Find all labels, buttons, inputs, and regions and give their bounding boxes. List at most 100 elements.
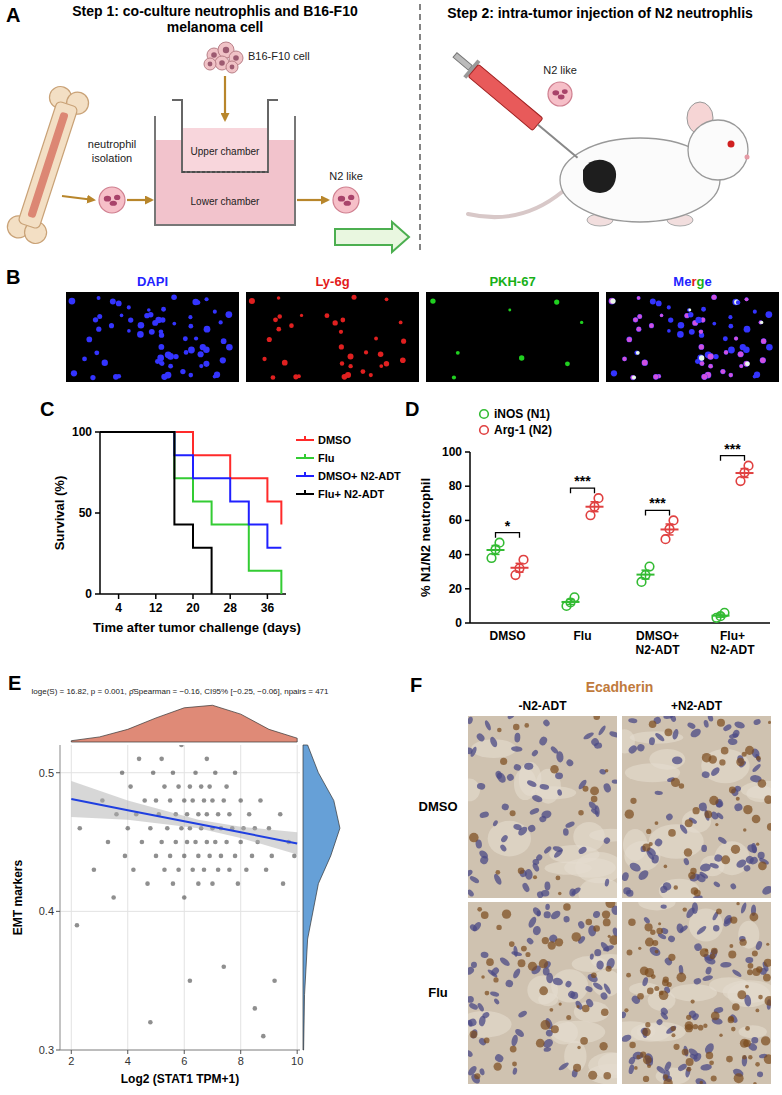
stain-spot bbox=[626, 973, 631, 978]
x-tick bbox=[155, 594, 157, 599]
nucleus-dot bbox=[695, 359, 700, 364]
membrane bbox=[182, 171, 268, 173]
stain-spot bbox=[761, 1036, 770, 1045]
data-point bbox=[111, 895, 116, 900]
cell-body bbox=[333, 187, 359, 213]
nucleus-dot bbox=[168, 364, 173, 369]
ly6g-dot bbox=[637, 314, 642, 319]
data-point bbox=[196, 881, 201, 886]
nucleus-dot bbox=[711, 294, 717, 300]
stain-spot bbox=[645, 968, 654, 977]
nucleus-dot bbox=[728, 347, 735, 354]
nucleus-dot bbox=[82, 357, 87, 362]
nucleus-dot bbox=[678, 322, 685, 329]
nucleus bbox=[564, 980, 572, 988]
plot-marks bbox=[100, 432, 281, 594]
nucleus bbox=[643, 916, 651, 925]
stain-spot bbox=[743, 828, 746, 831]
nucleus bbox=[468, 1017, 478, 1027]
data-point bbox=[171, 881, 176, 886]
nucleus-dot bbox=[713, 354, 718, 359]
nucleus bbox=[543, 845, 553, 854]
nucleus-dot bbox=[161, 374, 167, 380]
nucleus bbox=[672, 756, 683, 764]
ly6g-dot bbox=[369, 373, 373, 377]
nucleus bbox=[701, 845, 707, 853]
nucleus-dot bbox=[766, 344, 773, 351]
category-label: Flu bbox=[574, 629, 592, 643]
data-point bbox=[253, 1006, 258, 1011]
stain-spot bbox=[583, 786, 589, 792]
label-line: DMSO bbox=[490, 629, 526, 643]
data-point bbox=[145, 881, 150, 886]
nucleus bbox=[480, 951, 489, 958]
nucleus-dot bbox=[700, 361, 705, 366]
stain-spot bbox=[599, 1042, 607, 1050]
nucleus bbox=[481, 1011, 490, 1020]
nucleus bbox=[489, 736, 499, 749]
stain-spot bbox=[729, 787, 736, 794]
legend-label: Flu bbox=[318, 452, 335, 464]
tumor-nucleus bbox=[211, 52, 217, 58]
stain-spot bbox=[470, 1030, 478, 1038]
data-point bbox=[185, 812, 190, 817]
data-point bbox=[272, 978, 277, 983]
data-point bbox=[594, 494, 603, 503]
ly6g-dot bbox=[729, 373, 733, 377]
nucleus bbox=[602, 836, 611, 845]
nucleus bbox=[490, 991, 500, 998]
cell-nucleus bbox=[110, 201, 117, 206]
nucleus-dot bbox=[184, 350, 189, 355]
stain-spot bbox=[767, 823, 771, 831]
ly6g-dot bbox=[339, 330, 343, 334]
label-line: N2-ADT bbox=[711, 643, 756, 657]
data-point bbox=[216, 867, 221, 872]
panel-letter: C bbox=[40, 398, 54, 420]
x-tick-label: 6 bbox=[181, 1055, 187, 1067]
stain-spot bbox=[663, 1074, 668, 1079]
y-tick bbox=[465, 451, 470, 453]
nucleus-dot bbox=[743, 361, 749, 367]
ly6g-dot bbox=[637, 296, 641, 300]
ly6g-dot bbox=[660, 314, 663, 317]
ly6g-dot bbox=[399, 321, 403, 325]
y-tick bbox=[56, 1050, 60, 1051]
tumor-cell bbox=[204, 58, 216, 70]
nucleus bbox=[563, 828, 569, 836]
y-tick-label: 0 bbox=[455, 616, 462, 630]
nucleus bbox=[511, 950, 523, 956]
nucleus-dot bbox=[155, 317, 161, 323]
row-label: DMSO bbox=[419, 799, 458, 814]
nucleus bbox=[596, 960, 604, 970]
label-letter: M bbox=[673, 274, 684, 289]
nucleus-dot bbox=[188, 315, 192, 319]
legend-label: Arg-1 (N2) bbox=[494, 423, 552, 437]
stain-spot bbox=[758, 861, 767, 870]
bone-shaft bbox=[18, 101, 78, 230]
ly6g-dot bbox=[759, 321, 763, 325]
stain-spot bbox=[636, 1055, 640, 1059]
nucleus-dot bbox=[128, 317, 133, 322]
pkh-dot bbox=[760, 321, 763, 324]
mean-line bbox=[661, 528, 679, 530]
marginal-density-y bbox=[303, 745, 340, 1050]
stain-spot bbox=[719, 759, 725, 765]
nucleus-dot bbox=[71, 370, 77, 376]
pkh-dot bbox=[565, 361, 570, 366]
stain-spot bbox=[551, 1025, 559, 1033]
tumor-nucleus bbox=[233, 55, 239, 61]
stain-spot bbox=[512, 1062, 517, 1067]
nucleus-dot bbox=[689, 329, 695, 335]
nucleus-dot bbox=[656, 301, 662, 307]
ly6g-dot bbox=[289, 323, 294, 328]
tissue-patch bbox=[468, 779, 480, 802]
nucleus bbox=[549, 909, 562, 921]
cell-icon bbox=[548, 82, 572, 106]
data-point bbox=[519, 555, 528, 564]
stain-spot bbox=[649, 720, 657, 728]
nucleus-dot bbox=[667, 329, 671, 333]
data-point bbox=[238, 840, 243, 845]
nucleus bbox=[699, 871, 709, 880]
lower-well bbox=[155, 116, 295, 225]
y-tick-label: 0.3 bbox=[39, 1044, 54, 1056]
